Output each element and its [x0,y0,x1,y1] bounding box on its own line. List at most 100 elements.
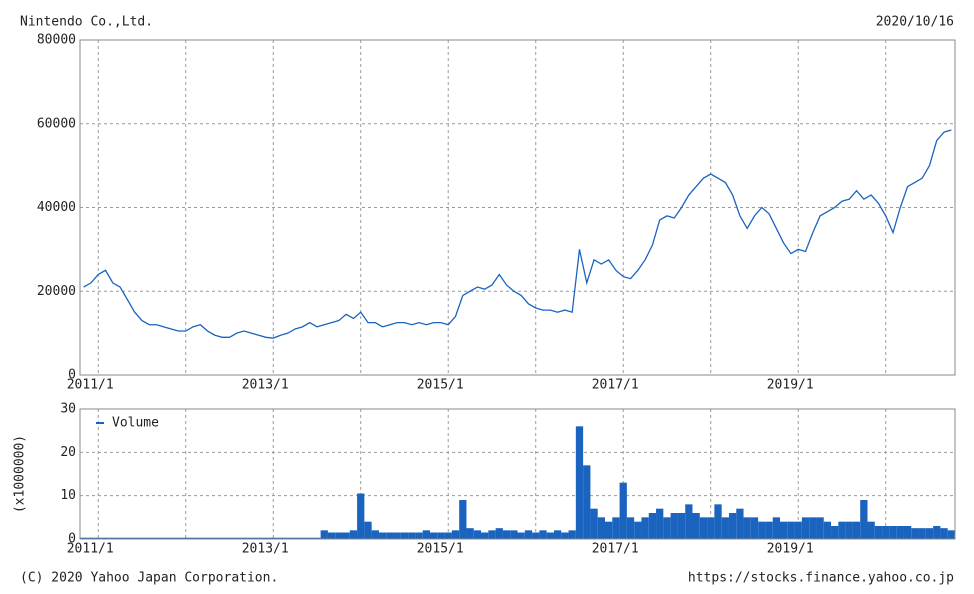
volume-bar [728,513,737,539]
x-tick-label: 2019/1 [767,378,814,393]
y-tick-label: 10 [60,488,76,503]
volume-bar [116,537,124,539]
volume-bar [87,537,95,539]
y-tick-label: 0 [68,368,76,383]
volume-bar [809,517,817,539]
volume-bar [634,521,642,539]
volume-bar [947,530,955,539]
volume-bar [794,521,802,539]
volume-bar [262,537,270,539]
volume-bar [780,521,788,539]
volume-bar [189,537,197,539]
plot-frame [79,39,956,376]
volume-bar [838,521,846,539]
volume-bar [736,508,744,539]
volume-bar [860,500,868,539]
volume-bar [707,517,715,539]
volume-bar [641,517,649,539]
y-tick-label: 20000 [37,284,76,299]
volume-bar [123,537,132,539]
volume-bar [233,537,241,539]
volume-bar [896,526,904,539]
volume-bar [656,508,664,539]
volume-bar [415,532,423,539]
volume-bar [211,537,219,539]
volume-bar [940,528,948,539]
volume-bar [692,513,700,539]
volume-bar [145,537,153,539]
volume-bar [101,537,110,539]
x-tick-label: 2017/1 [592,542,639,557]
volume-bar [408,532,416,539]
volume-bar [291,537,299,539]
y-tick-label: 0 [68,532,76,547]
volume-bar [648,513,657,539]
volume-bar [532,532,540,539]
volume-bar [80,537,88,539]
volume-bar [597,517,605,539]
volume-bar [225,537,234,539]
volume-bar [933,526,941,539]
volume-bar [721,517,729,539]
x-tick-label: 2019/1 [767,542,814,557]
volume-bar [371,530,379,539]
volume-bar [874,526,883,539]
x-tick-label: 2011/1 [67,378,114,393]
volume-bar [364,521,372,539]
chart-date: 2020/10/16 [876,15,954,30]
volume-bar [182,537,190,539]
volume-bar [539,530,547,539]
volume-bar [882,526,890,539]
volume-bar [575,426,584,539]
x-tick-label: 2015/1 [417,542,464,557]
volume-bar [546,532,554,539]
x-tick-label: 2013/1 [242,378,289,393]
volume-bar [787,521,795,539]
volume-bar [889,526,897,539]
volume-bar [131,537,139,539]
copyright: (C) 2020 Yahoo Japan Corporation. [20,571,278,586]
volume-bar [269,537,277,539]
volume-bar [335,532,343,539]
volume-bar [276,537,285,539]
y-tick-label: 80000 [37,33,76,48]
x-tick-label: 2015/1 [417,378,464,393]
volume-bar [174,537,183,539]
volume-bar [167,537,175,539]
y-tick-label: 40000 [37,200,76,215]
volume-bar [378,532,387,539]
volume-bar [203,537,212,539]
volume-bar [663,517,671,539]
volume-bar [138,537,146,539]
volume-bar [677,513,686,539]
volume-bar [925,528,934,539]
volume-bar [298,537,307,539]
volume-bar [911,528,919,539]
volume-bar [320,530,328,539]
volume-bar [517,532,525,539]
volume-bar [714,504,722,539]
volume-bar [626,517,635,539]
volume-bar [903,526,912,539]
source-url: https://stocks.finance.yahoo.co.jp [688,571,954,586]
y-tick-label: 20 [60,445,76,460]
volume-bar [583,465,591,539]
volume-bar [772,517,780,539]
volume-bar [801,517,810,539]
y-tick-label: 60000 [37,116,76,131]
volume-bar [306,537,314,539]
volume-bar [619,482,627,539]
volume-bar [160,537,168,539]
volume-bar [327,532,336,539]
volume-bar [459,500,467,539]
volume-bar [152,537,161,539]
plot-frame [79,408,956,540]
volume-bar [451,530,460,539]
volume-bar [481,532,489,539]
x-tick-label: 2017/1 [592,378,639,393]
volume-bar [510,530,518,539]
volume-bar [349,530,358,539]
volume-bar [473,530,482,539]
